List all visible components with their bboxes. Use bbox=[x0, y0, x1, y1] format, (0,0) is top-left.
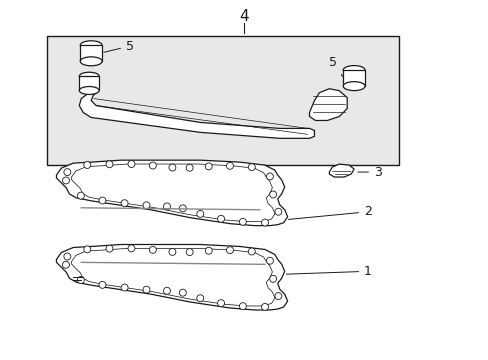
Circle shape bbox=[83, 246, 91, 253]
Circle shape bbox=[149, 246, 156, 253]
Bar bbox=[46, 36, 398, 165]
Circle shape bbox=[248, 164, 255, 171]
Circle shape bbox=[64, 253, 71, 260]
Circle shape bbox=[274, 208, 281, 215]
Circle shape bbox=[269, 191, 276, 198]
Circle shape bbox=[217, 300, 224, 307]
Circle shape bbox=[226, 162, 233, 169]
Circle shape bbox=[196, 210, 203, 217]
Bar bbox=[343, 70, 365, 86]
Circle shape bbox=[62, 261, 69, 268]
Circle shape bbox=[83, 162, 91, 168]
Circle shape bbox=[121, 200, 128, 207]
Text: 2: 2 bbox=[288, 205, 371, 220]
Text: 4: 4 bbox=[239, 9, 248, 24]
Circle shape bbox=[239, 303, 246, 310]
Circle shape bbox=[266, 173, 273, 180]
Ellipse shape bbox=[79, 86, 99, 94]
Circle shape bbox=[62, 177, 69, 184]
Text: 3: 3 bbox=[357, 166, 381, 179]
Circle shape bbox=[261, 219, 268, 226]
Circle shape bbox=[248, 248, 255, 255]
Circle shape bbox=[186, 249, 193, 256]
Circle shape bbox=[149, 162, 156, 169]
Text: 5: 5 bbox=[103, 40, 134, 53]
Circle shape bbox=[168, 248, 176, 255]
Text: 5: 5 bbox=[328, 57, 342, 76]
Circle shape bbox=[261, 303, 268, 310]
Circle shape bbox=[121, 284, 128, 291]
Circle shape bbox=[106, 245, 113, 252]
Circle shape bbox=[64, 168, 71, 176]
Ellipse shape bbox=[80, 57, 102, 66]
Circle shape bbox=[205, 247, 212, 254]
Polygon shape bbox=[56, 244, 287, 310]
Polygon shape bbox=[309, 89, 346, 121]
Ellipse shape bbox=[343, 66, 365, 75]
Circle shape bbox=[269, 275, 276, 282]
Circle shape bbox=[99, 197, 106, 204]
Bar bbox=[79, 76, 99, 90]
Ellipse shape bbox=[79, 72, 99, 80]
Circle shape bbox=[77, 276, 84, 283]
Ellipse shape bbox=[80, 41, 102, 50]
Circle shape bbox=[239, 218, 246, 225]
Circle shape bbox=[128, 245, 135, 252]
Circle shape bbox=[142, 202, 150, 209]
Circle shape bbox=[77, 192, 84, 199]
Circle shape bbox=[217, 215, 224, 222]
Ellipse shape bbox=[343, 82, 365, 91]
Polygon shape bbox=[328, 164, 353, 177]
Circle shape bbox=[179, 289, 186, 296]
Polygon shape bbox=[56, 160, 287, 226]
Circle shape bbox=[106, 161, 113, 168]
Circle shape bbox=[163, 287, 170, 294]
Circle shape bbox=[168, 164, 176, 171]
Circle shape bbox=[226, 247, 233, 254]
Circle shape bbox=[186, 164, 193, 171]
Circle shape bbox=[274, 293, 281, 300]
Circle shape bbox=[205, 163, 212, 170]
Bar bbox=[80, 45, 102, 61]
Circle shape bbox=[179, 205, 186, 212]
Circle shape bbox=[266, 257, 273, 264]
Circle shape bbox=[163, 203, 170, 210]
Text: 1: 1 bbox=[286, 265, 371, 278]
Circle shape bbox=[99, 282, 106, 288]
Circle shape bbox=[196, 295, 203, 302]
Circle shape bbox=[142, 286, 150, 293]
Polygon shape bbox=[79, 93, 314, 138]
Circle shape bbox=[128, 161, 135, 167]
